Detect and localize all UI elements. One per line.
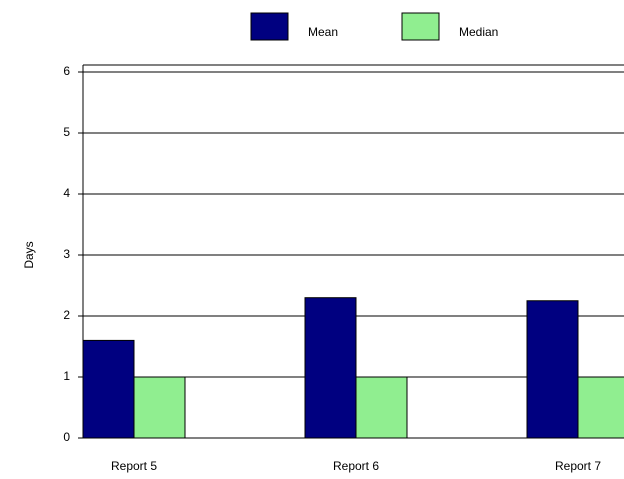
legend-swatch [401, 12, 440, 41]
x-tick-label: Report 7 [555, 459, 601, 473]
bar [577, 376, 624, 439]
legend-swatch [250, 12, 289, 41]
x-tick-label: Report 5 [111, 459, 157, 473]
y-tick-label: 0 [63, 430, 70, 444]
y-tick-label: 6 [63, 64, 70, 78]
bar [133, 376, 186, 439]
y-tick-label: 3 [63, 247, 70, 261]
bar [304, 297, 357, 439]
x-tick-label: Report 6 [333, 459, 379, 473]
y-tick-label: 5 [63, 125, 70, 139]
bar [82, 339, 135, 439]
bar [355, 376, 408, 439]
y-tick-label: 4 [63, 186, 70, 200]
y-axis-label: Days [22, 241, 36, 268]
legend-label: Median [459, 25, 498, 39]
y-tick-label: 1 [63, 369, 70, 383]
y-tick-label: 2 [63, 308, 70, 322]
bar [526, 300, 579, 439]
legend-label: Mean [308, 25, 338, 39]
